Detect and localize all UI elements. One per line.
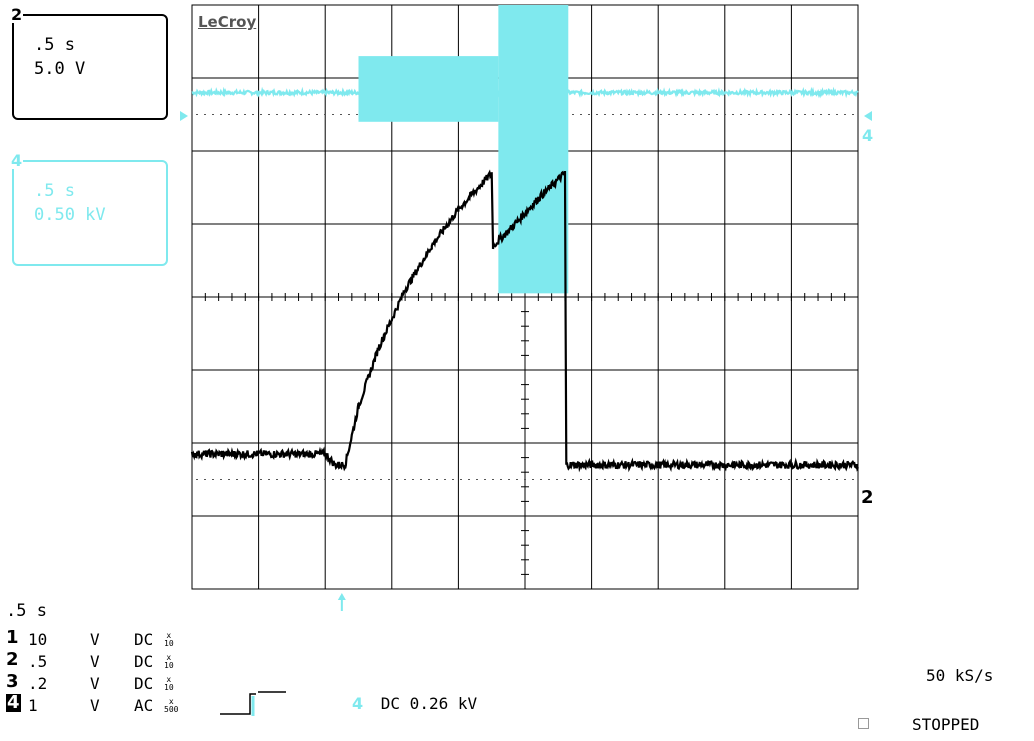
sample-rate: 50 kS/s [926,666,994,685]
probe-attenuation: x 500 [164,698,178,714]
channel-number: 3 [6,671,19,692]
ch4-left-marker [180,111,188,121]
ch4-trace-marker: 4 [862,126,874,145]
probe-bottom: 10 [164,683,174,692]
ch4-level-marker [864,111,872,121]
status-indicator-box [858,718,869,729]
trigger-channel: 4 [352,694,364,713]
probe-attenuation: x 10 [164,654,174,670]
channel-coupling: DC [134,630,154,649]
ch4-box-label: 4 [10,151,24,170]
brand-logo: LeCroy [196,13,259,31]
probe-top: x [166,631,172,640]
ch4-burst-band [498,5,569,294]
channel-unit: V [90,674,100,693]
channel-coupling: AC [134,696,154,715]
channel-unit: V [90,652,100,671]
channel-volts: .2 [28,674,48,693]
channel-number: 1 [6,627,19,648]
probe-attenuation: x 10 [164,676,174,692]
ch2-trace-box[interactable]: 2 .5 s 5.0 V [10,7,168,120]
trigger-arrow-head [337,593,346,600]
ch4-burst-band [358,56,499,122]
ch4-trace-box[interactable]: 4 .5 s 0.50 kV [10,153,168,266]
channel-number: 4 [6,692,21,713]
channel-number: 2 [6,649,19,670]
channel-coupling: DC [134,652,154,671]
ch2-trace [190,169,859,473]
probe-top: x [168,697,174,706]
channel-volts: 10 [28,630,48,649]
probe-bottom: 500 [164,705,179,714]
probe-top: x [166,675,172,684]
ch2-trace-marker: 2 [861,487,874,508]
acquisition-status: STOPPED [912,715,980,734]
probe-bottom: 10 [164,639,174,648]
probe-attenuation: x 10 [164,632,174,648]
ch4-box-timebase: .5 s [34,181,75,201]
ch2-box-label: 2 [10,5,24,24]
trigger-readout: 4 DC 0.26 kV [352,694,477,713]
timebase-readout: .5 s [6,601,47,621]
ch2-box-timebase: .5 s [34,35,75,55]
channel-volts: .5 [28,652,48,671]
channel-unit: V [90,696,100,715]
ch4-box-scale: 0.50 kV [34,205,106,225]
probe-bottom: 10 [164,661,174,670]
probe-top: x [166,653,172,662]
channel-coupling: DC [134,674,154,693]
ch2-box-scale: 5.0 V [34,59,86,79]
trigger-slope-icon [220,693,256,715]
channel-volts: 1 [28,696,38,715]
trigger-text: DC 0.26 kV [380,694,478,713]
channel-unit: V [90,630,100,649]
